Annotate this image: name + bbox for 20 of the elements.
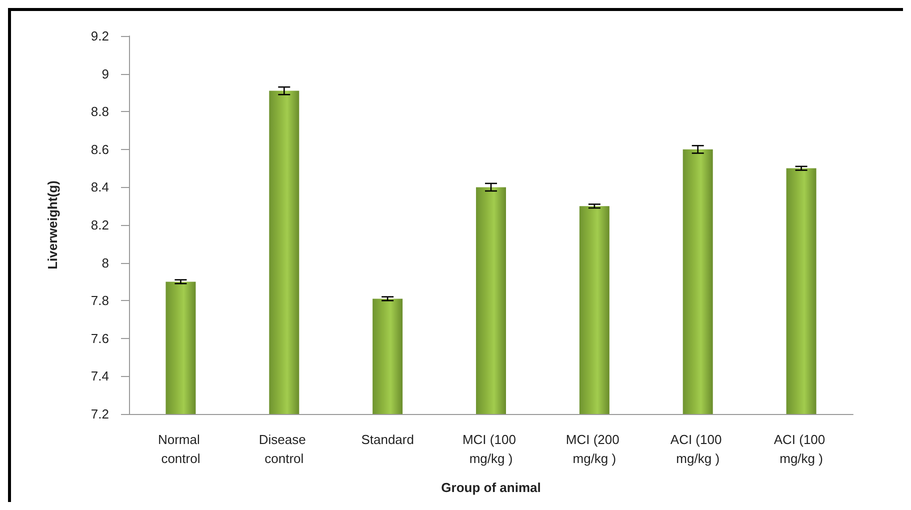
y-tick-label: 8.8 [90, 104, 109, 120]
y-tick-label: 8.2 [90, 218, 109, 232]
y-tick-label: 8.6 [90, 142, 109, 157]
x-tick-label: Normal control [158, 432, 204, 466]
y-tick-label: 9.2 [90, 28, 109, 44]
x-tick-label: MCI (100 mg/kg ) [462, 432, 520, 466]
y-tick-label: 9 [102, 66, 109, 82]
x-tick-label: Standard [361, 432, 414, 447]
y-axis-title: Liverweight(g) [45, 180, 60, 270]
y-tick-label: 7.8 [90, 293, 109, 308]
y-tick-label: 7.4 [90, 368, 109, 384]
x-tick-label: ACI (100 mg/kg ) [670, 432, 726, 466]
x-tick-label: ACI (100 mg/kg ) [774, 432, 829, 466]
x-tick-label: MCI (200 mg/kg ) [566, 432, 623, 466]
x-axis-title: Group of animal [441, 480, 541, 495]
x-tick-label: Disease control [258, 432, 310, 466]
y-tick-label: 7.6 [90, 330, 109, 346]
y-tick-label: 7.2 [90, 406, 109, 422]
y-tick-label: 8 [102, 255, 109, 270]
y-tick-label: 8.4 [90, 180, 109, 195]
